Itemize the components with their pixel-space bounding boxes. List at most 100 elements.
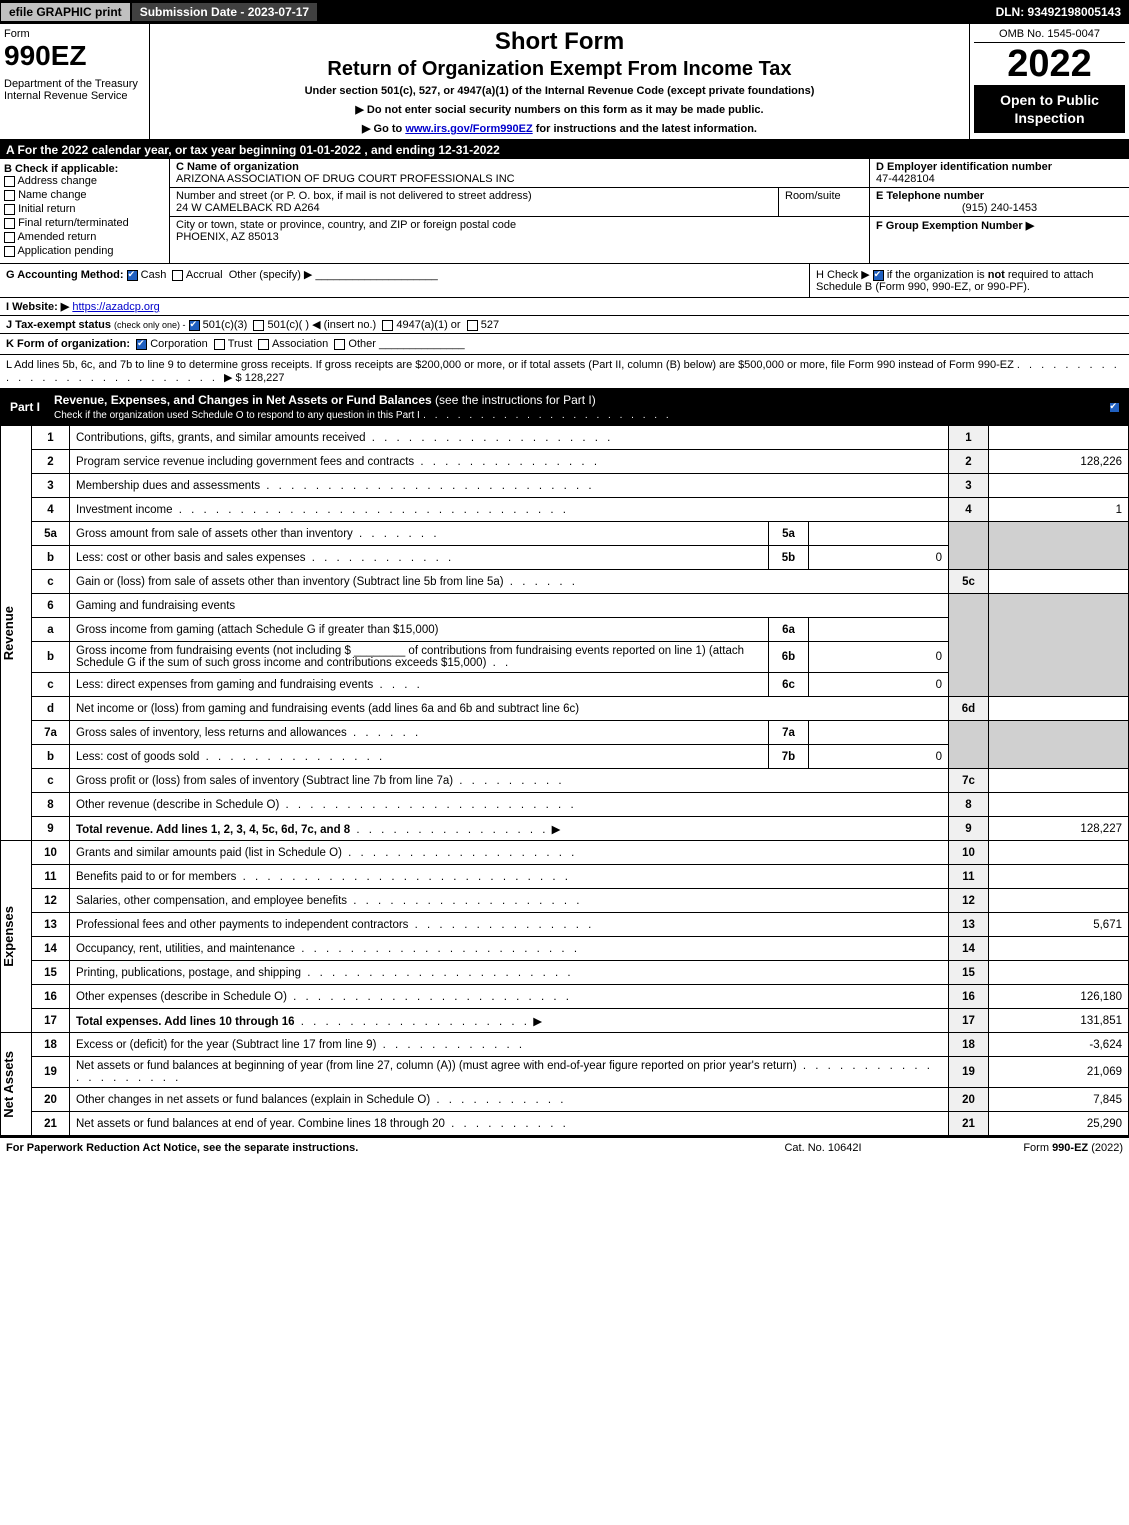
checkbox-on-icon[interactable] xyxy=(136,339,147,350)
cb-application-pending[interactable]: Application pending xyxy=(4,245,165,257)
col-b: B Check if applicable: Address change Na… xyxy=(0,159,170,263)
footer-center: Cat. No. 10642I xyxy=(723,1142,923,1154)
c-city-label: City or town, state or province, country… xyxy=(176,219,516,231)
j-opt1: 501(c)(3) xyxy=(203,319,248,331)
l-arrow: ▶ $ xyxy=(224,372,242,384)
line-14: 14Occupancy, rent, utilities, and mainte… xyxy=(1,937,1129,961)
c-room-label: Room/suite xyxy=(785,190,841,202)
header-left: Form 990EZ Department of the Treasury In… xyxy=(0,24,150,139)
tel-label: E Telephone number xyxy=(876,190,984,202)
line-9: 9Total revenue. Add lines 1, 2, 3, 4, 5c… xyxy=(1,817,1129,841)
open-public-inspection: Open to Public Inspection xyxy=(974,85,1125,133)
instr2-post: for instructions and the latest informat… xyxy=(533,123,757,135)
line-5c: cGain or (loss) from sale of assets othe… xyxy=(1,570,1129,594)
tax-year: 2022 xyxy=(974,45,1125,83)
line-2: 2Program service revenue including gover… xyxy=(1,450,1129,474)
h-schedule-b: H Check ▶ if the organization is not req… xyxy=(809,264,1129,297)
col-d: D Employer identification number 47-4428… xyxy=(869,159,1129,263)
checkbox-on-icon[interactable] xyxy=(873,270,884,281)
part1-title-text: Revenue, Expenses, and Changes in Net As… xyxy=(54,393,432,407)
dln-label: DLN: 93492198005143 xyxy=(996,5,1129,19)
k-other: Other xyxy=(348,338,376,350)
grp-label: F Group Exemption Number ▶ xyxy=(876,220,1034,232)
form-word: Form xyxy=(4,28,145,40)
checkbox-icon[interactable] xyxy=(258,339,269,350)
page-footer: For Paperwork Reduction Act Notice, see … xyxy=(0,1136,1129,1158)
part1-checkbox[interactable] xyxy=(1099,400,1129,414)
efile-print-button[interactable]: efile GRAPHIC print xyxy=(0,2,131,22)
line-5a: 5aGross amount from sale of assets other… xyxy=(1,522,1129,546)
title-short-form: Short Form xyxy=(154,28,965,56)
checkbox-on-icon[interactable] xyxy=(189,320,200,331)
instr-1: ▶ Do not enter social security numbers o… xyxy=(154,103,965,116)
checkbox-icon xyxy=(4,204,15,215)
line-1: Revenue 1 Contributions, gifts, grants, … xyxy=(1,426,1129,450)
c-room-right: Room/suite xyxy=(779,188,869,216)
checkbox-icon[interactable] xyxy=(382,320,393,331)
line-6: 6Gaming and fundraising events xyxy=(1,594,1129,618)
line-3: 3Membership dues and assessments . . . .… xyxy=(1,474,1129,498)
cb-initial-return[interactable]: Initial return xyxy=(4,203,165,215)
instr-2: ▶ Go to www.irs.gov/Form990EZ for instru… xyxy=(154,122,965,135)
h-not: not xyxy=(988,269,1005,281)
j-opt3: 4947(a)(1) or xyxy=(396,319,460,331)
j-opt2: 501(c)( ) ◀ (insert no.) xyxy=(267,319,376,331)
g-other: Other (specify) ▶ xyxy=(229,269,313,281)
title-return: Return of Organization Exempt From Incom… xyxy=(154,58,965,81)
k-assoc: Association xyxy=(272,338,328,350)
line-7c: cGross profit or (loss) from sales of in… xyxy=(1,769,1129,793)
cb-amended-return[interactable]: Amended return xyxy=(4,231,165,243)
line-6d: dNet income or (loss) from gaming and fu… xyxy=(1,697,1129,721)
c-street-left: Number and street (or P. O. box, if mail… xyxy=(170,188,779,216)
j-opt4: 527 xyxy=(481,319,499,331)
c-city-row: City or town, state or province, country… xyxy=(170,217,869,245)
k-corp: Corporation xyxy=(150,338,207,350)
k-trust: Trust xyxy=(228,338,253,350)
l-value: 128,227 xyxy=(245,372,285,384)
checkbox-icon[interactable] xyxy=(172,270,183,281)
d-ein: D Employer identification number 47-4428… xyxy=(870,159,1129,188)
section-bcd: B Check if applicable: Address change Na… xyxy=(0,159,1129,264)
c-street-row: Number and street (or P. O. box, if mail… xyxy=(170,188,869,217)
l-text: L Add lines 5b, 6c, and 7b to line 9 to … xyxy=(6,359,1014,371)
cb-name-change[interactable]: Name change xyxy=(4,189,165,201)
checkbox-on-icon xyxy=(1109,402,1120,413)
omb-number: OMB No. 1545-0047 xyxy=(974,28,1125,43)
line-15: 15Printing, publications, postage, and s… xyxy=(1,961,1129,985)
row-a-tax-year: A For the 2022 calendar year, or tax yea… xyxy=(0,141,1129,159)
gh-block: G Accounting Method: Cash Accrual Other … xyxy=(0,264,1129,298)
submission-date-button[interactable]: Submission Date - 2023-07-17 xyxy=(131,2,318,22)
checkbox-icon xyxy=(4,190,15,201)
checkbox-icon xyxy=(4,232,15,243)
line-19: 19Net assets or fund balances at beginni… xyxy=(1,1057,1129,1088)
checkbox-on-icon[interactable] xyxy=(127,270,138,281)
c-street-label: Number and street (or P. O. box, if mail… xyxy=(176,190,532,202)
dept-label: Department of the Treasury Internal Reve… xyxy=(4,78,145,102)
h-text1: H Check ▶ xyxy=(816,269,873,281)
part1-check-line: Check if the organization used Schedule … xyxy=(54,410,420,421)
revenue-vert-label: Revenue xyxy=(1,426,32,841)
expenses-vert-label: Expenses xyxy=(1,841,32,1033)
checkbox-icon[interactable] xyxy=(467,320,478,331)
cb-final-return[interactable]: Final return/terminated xyxy=(4,217,165,229)
b-label: B Check if applicable: xyxy=(4,163,165,175)
line-16: 16Other expenses (describe in Schedule O… xyxy=(1,985,1129,1009)
netassets-vert-label: Net Assets xyxy=(1,1033,32,1136)
g-accrual: Accrual xyxy=(186,269,223,281)
col-c: C Name of organization ARIZONA ASSOCIATI… xyxy=(170,159,869,263)
ln-val xyxy=(989,426,1129,450)
line-12: 12Salaries, other compensation, and empl… xyxy=(1,889,1129,913)
i-website: I Website: ▶ https://azadcp.org xyxy=(0,298,1129,316)
j-sub: (check only one) - xyxy=(114,320,186,330)
line-10: Expenses 10Grants and similar amounts pa… xyxy=(1,841,1129,865)
cb-address-change[interactable]: Address change xyxy=(4,175,165,187)
header-right: OMB No. 1545-0047 2022 Open to Public In… xyxy=(969,24,1129,139)
checkbox-icon[interactable] xyxy=(253,320,264,331)
checkbox-icon[interactable] xyxy=(214,339,225,350)
website-link[interactable]: https://azadcp.org xyxy=(72,301,159,313)
line-8: 8Other revenue (describe in Schedule O) … xyxy=(1,793,1129,817)
d-grp: F Group Exemption Number ▶ xyxy=(870,217,1129,234)
checkbox-icon xyxy=(4,176,15,187)
checkbox-icon[interactable] xyxy=(334,339,345,350)
irs-link[interactable]: www.irs.gov/Form990EZ xyxy=(405,123,532,135)
